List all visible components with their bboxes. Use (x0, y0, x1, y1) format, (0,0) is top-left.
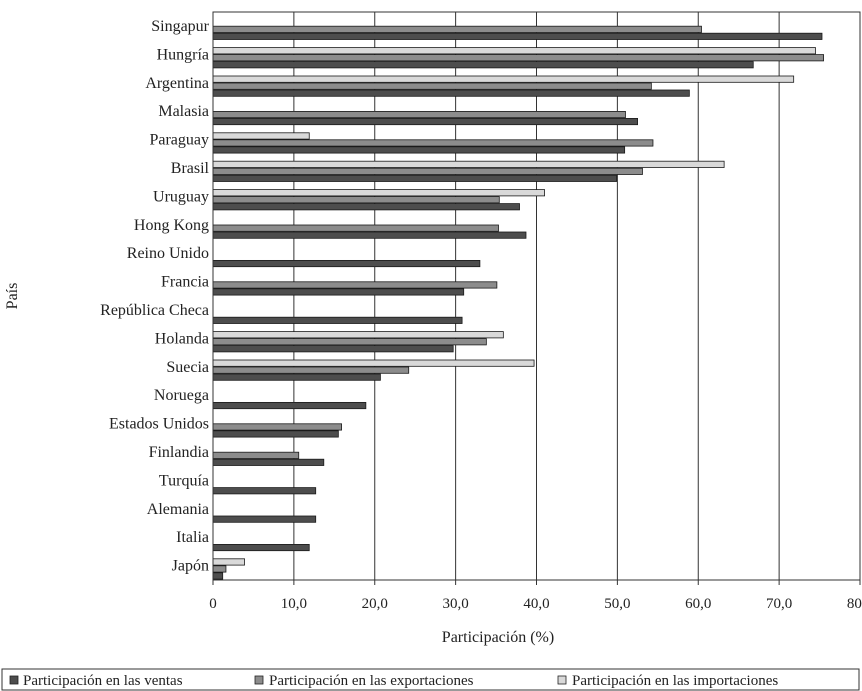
category-label: Suecia (166, 359, 209, 376)
bar-ventas (212, 203, 520, 211)
bar-exportaciones (212, 111, 626, 119)
bar-ventas (212, 430, 339, 438)
legend-swatch-exportaciones (254, 675, 264, 685)
bar-importaciones (212, 558, 245, 566)
bar-importaciones (212, 47, 816, 55)
bar-ventas (212, 401, 367, 410)
bar-ventas (212, 174, 617, 182)
bar-ventas (212, 118, 638, 126)
category-label: Hungría (157, 46, 209, 63)
bar-importaciones (212, 331, 504, 339)
legend-label-ventas: Participación en las ventas (23, 673, 183, 689)
bar-ventas (212, 89, 690, 97)
bar-importaciones (212, 132, 310, 140)
bar-importaciones (212, 359, 535, 367)
category-label: Estados Unidos (109, 416, 209, 433)
bar-exportaciones (212, 565, 227, 573)
x-tick-label: 50,0 (604, 596, 630, 612)
category-label: Holanda (155, 330, 209, 347)
legend-label-importaciones: Participación en las importaciones (572, 673, 778, 689)
x-tick-label: 40,0 (523, 596, 549, 612)
category-label: República Checa (100, 302, 209, 319)
bar-ventas (212, 316, 463, 324)
category-label: Hong Kong (134, 217, 209, 234)
bar-ventas (212, 32, 823, 40)
bar-importaciones (212, 160, 725, 168)
bar-ventas (212, 61, 754, 69)
bar-ventas (212, 259, 481, 268)
bar-exportaciones (212, 54, 825, 62)
bar-exportaciones (212, 167, 643, 175)
plot-frame (212, 11, 861, 581)
category-label: Italia (176, 529, 209, 546)
bar-exportaciones (212, 139, 654, 147)
legend-swatch-importaciones (557, 675, 567, 685)
bar-ventas (212, 515, 317, 523)
category-label: Finlandia (149, 444, 209, 461)
x-tick-label: 70,0 (766, 596, 792, 612)
x-tick-label: 30,0 (443, 596, 469, 612)
bars (212, 25, 825, 580)
bar-exportaciones (212, 451, 300, 459)
bar-ventas (212, 544, 310, 552)
y-axis-title: País (4, 283, 21, 310)
category-label: Singapur (151, 18, 209, 35)
category-labels: Singapur Hungría Argentina Malasia Paraguay B… (100, 18, 210, 575)
bar-ventas (212, 458, 325, 466)
bar-ventas (212, 487, 317, 495)
x-axis-title: Participación (%) (442, 629, 554, 646)
bar-exportaciones (212, 196, 500, 204)
x-tick-label: 0 (209, 596, 217, 612)
bar-ventas (212, 146, 626, 154)
bar-importaciones (212, 75, 795, 83)
legend-label-exportaciones: Participación en las exportaciones (269, 673, 474, 689)
category-label: Brasil (171, 160, 210, 177)
bar-ventas (212, 288, 465, 296)
legend-frame (1, 668, 860, 691)
grid-lines (293, 12, 780, 580)
bar-ventas (212, 373, 381, 381)
category-label: Reino Unido (127, 245, 209, 262)
x-tick-label: 60,0 (685, 596, 711, 612)
bar-importaciones (212, 189, 545, 197)
bar-ventas (212, 572, 224, 580)
category-label: Malasia (158, 103, 209, 120)
bar-ventas (212, 345, 454, 353)
category-label: Noruega (154, 387, 209, 404)
bar-exportaciones (212, 82, 652, 90)
x-tick-label: 80,0 (847, 596, 862, 612)
legend: Participación en las ventas Participació… (1, 668, 860, 691)
category-label: Uruguay (153, 188, 209, 205)
bar-exportaciones (212, 423, 342, 431)
category-label: Turquía (159, 472, 209, 489)
category-label: Paraguay (149, 132, 209, 149)
x-tick-label: 10,0 (281, 596, 307, 612)
bar-exportaciones (212, 338, 487, 346)
category-label: Francia (161, 274, 209, 291)
bar-exportaciones (212, 25, 702, 33)
category-label: Japón (172, 558, 209, 575)
bar-exportaciones (212, 366, 410, 374)
bar-ventas (212, 231, 527, 239)
category-label: Alemania (147, 501, 209, 518)
x-tick-labels: 0 10,0 20,0 30,0 40,0 50,0 60,0 70,0 80,0 (209, 580, 862, 612)
bar-exportaciones (212, 224, 499, 232)
category-label: Argentina (145, 75, 209, 92)
legend-swatch-ventas (9, 675, 19, 685)
x-tick-label: 20,0 (362, 596, 388, 612)
bar-exportaciones (212, 281, 498, 289)
